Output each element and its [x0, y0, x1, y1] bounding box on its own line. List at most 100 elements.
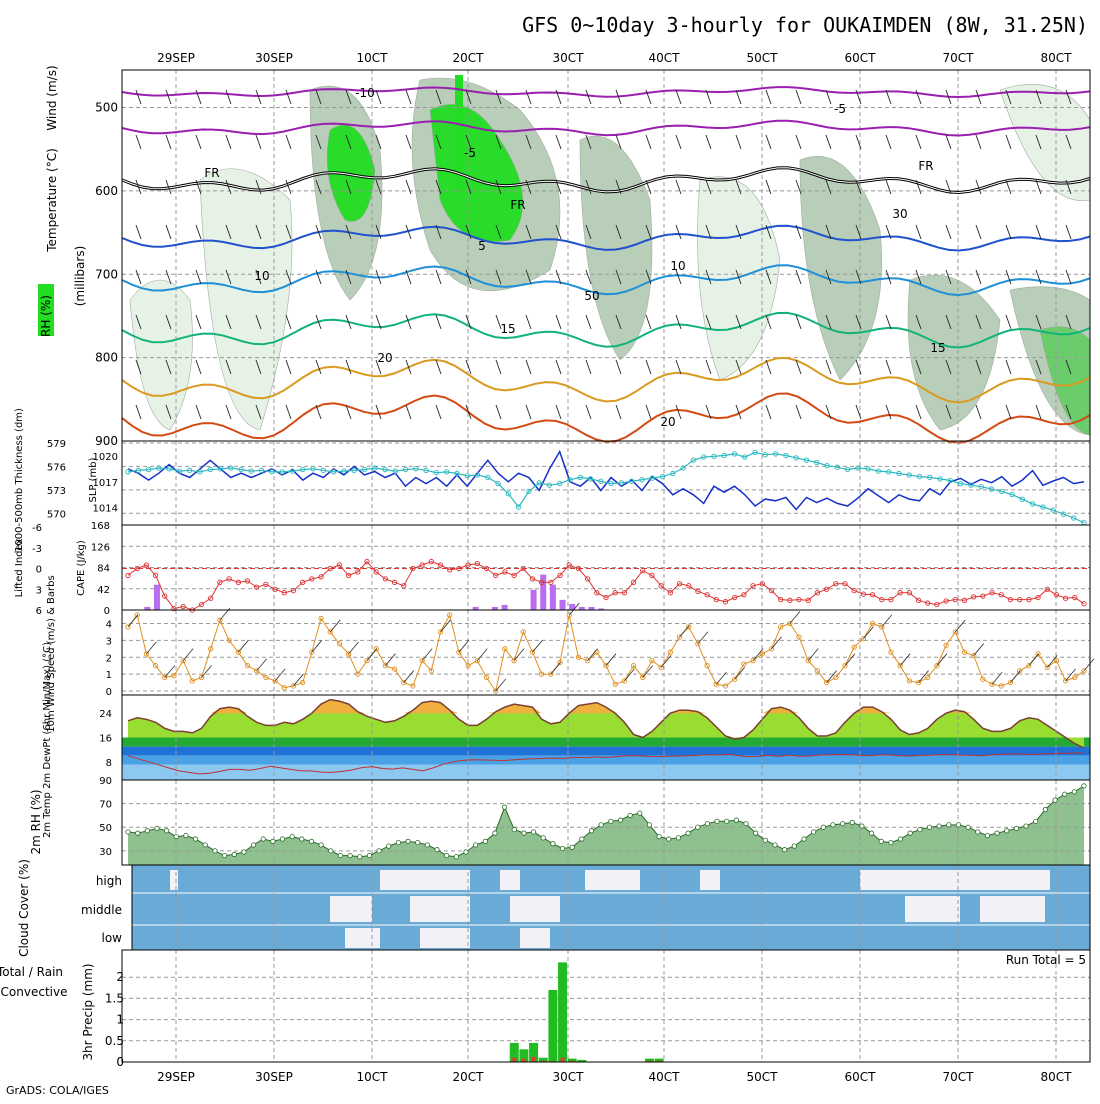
precip-bar [558, 962, 568, 1062]
contour-label: 5 [478, 239, 486, 253]
thickness-line-point [670, 470, 676, 477]
rh-point [231, 851, 237, 857]
precip-axis-label: 3hr Precip (mm) [81, 963, 95, 1060]
wind-barb [435, 359, 442, 375]
rh-point [183, 832, 189, 839]
lifted-index-line-point [483, 565, 490, 572]
lifted-index-axis-label: Lifted Index [14, 539, 25, 598]
wind-barb [405, 224, 412, 240]
wind-barb [255, 359, 262, 375]
thickness-line-point [752, 449, 758, 456]
wind-barb [555, 269, 562, 285]
wind-speed-line-point [180, 657, 186, 664]
wind-barb [1010, 670, 1021, 683]
rh-point [1023, 823, 1029, 829]
thickness-line-point [916, 473, 923, 480]
wind-speed-line-point [630, 663, 637, 669]
cloud-clear [860, 870, 1050, 890]
cape-bar [559, 599, 566, 610]
date-label: 60CT [845, 1070, 877, 1084]
thickness-line-point [721, 452, 727, 459]
thickness-line-point [567, 477, 573, 483]
lifted-index-line-point [290, 587, 297, 594]
lifted-index-line-point [768, 587, 775, 594]
wind-barb [825, 314, 832, 330]
contour-label: 15 [930, 341, 945, 355]
rh-point [386, 843, 392, 849]
lifted-index-line-point [318, 574, 324, 580]
wind-speed-line-point [300, 679, 306, 686]
cloud-clear [170, 870, 178, 890]
thickness-line-point [649, 475, 655, 481]
rh-legend-swatch [38, 284, 54, 336]
lifted-index-line-point [152, 572, 159, 579]
wind-barb [555, 224, 562, 240]
wind-barb [855, 89, 862, 105]
wind-barb [885, 404, 892, 420]
wind-barb [225, 269, 232, 285]
thickness-line-point [608, 480, 614, 487]
thickness-line-point [1009, 491, 1015, 498]
wind-barb [375, 179, 382, 195]
rh-point [907, 830, 913, 836]
slp-tick: 1017 [93, 478, 118, 489]
precip-tick: 1.5 [105, 991, 124, 1005]
lifted-index-line-point [612, 590, 618, 596]
wind-barb [1035, 269, 1042, 285]
lifted-index-line-point [539, 579, 545, 585]
lifted-index-line-point [364, 558, 370, 565]
wind-barb [568, 602, 580, 616]
wind-barb [1035, 359, 1042, 375]
thickness-line-point [618, 480, 625, 486]
wind-barb [605, 653, 617, 666]
rh-point [135, 830, 141, 836]
wind-barb [375, 404, 382, 420]
wind-barb [675, 179, 682, 195]
wind-barb [795, 269, 802, 285]
wind-barb [645, 314, 652, 330]
wind-speed-line-point [658, 664, 664, 671]
rh-point [453, 854, 459, 860]
wind-barb [825, 359, 832, 375]
thickness-line-point [361, 466, 368, 473]
wind-speed-line-point [925, 674, 931, 681]
lifted-index-line-point [171, 605, 177, 612]
wind-barb [135, 179, 142, 195]
wind-speed-line-point [584, 657, 591, 664]
wind-barb [495, 359, 502, 375]
rh-point [1033, 818, 1039, 824]
wind-barb [735, 224, 742, 240]
wind-speed-line-point [345, 651, 352, 657]
rh-point [724, 818, 730, 824]
wind-speed-line-point [649, 657, 655, 664]
thickness-line-point [731, 451, 738, 457]
wind-barb [435, 179, 442, 195]
wind-barb [555, 89, 562, 105]
cloud-level-label: low [102, 931, 123, 945]
wind-barb [642, 665, 654, 678]
wind-barb [532, 639, 543, 653]
thickness-line-point [824, 462, 830, 469]
lifted-index-line-point [1053, 592, 1060, 598]
wind-barb [1065, 269, 1072, 285]
wind-barb [825, 269, 832, 285]
thickness-line-point [248, 468, 255, 474]
wind-barb [525, 224, 532, 240]
wind-barb [645, 179, 652, 195]
rh-point [695, 824, 701, 830]
wind-barb [585, 224, 592, 240]
temp-area [128, 699, 1084, 749]
wind-barb [255, 314, 262, 330]
lifted-index-line-point [1062, 595, 1069, 601]
wind-speed-line-point [410, 683, 416, 689]
lifted-index-line-point [842, 581, 848, 587]
cloud-axis-label: Cloud Cover (%) [17, 859, 31, 957]
wind-barb [375, 314, 382, 330]
wind-barb [765, 224, 772, 240]
thickness-line-point [145, 466, 152, 473]
wind-speed-line-point [520, 629, 526, 635]
date-label: 80CT [1041, 1070, 1073, 1084]
thickness-line-point [413, 466, 419, 472]
wind-speed-line-point [823, 679, 830, 686]
wind-speed-line-point [290, 683, 297, 689]
